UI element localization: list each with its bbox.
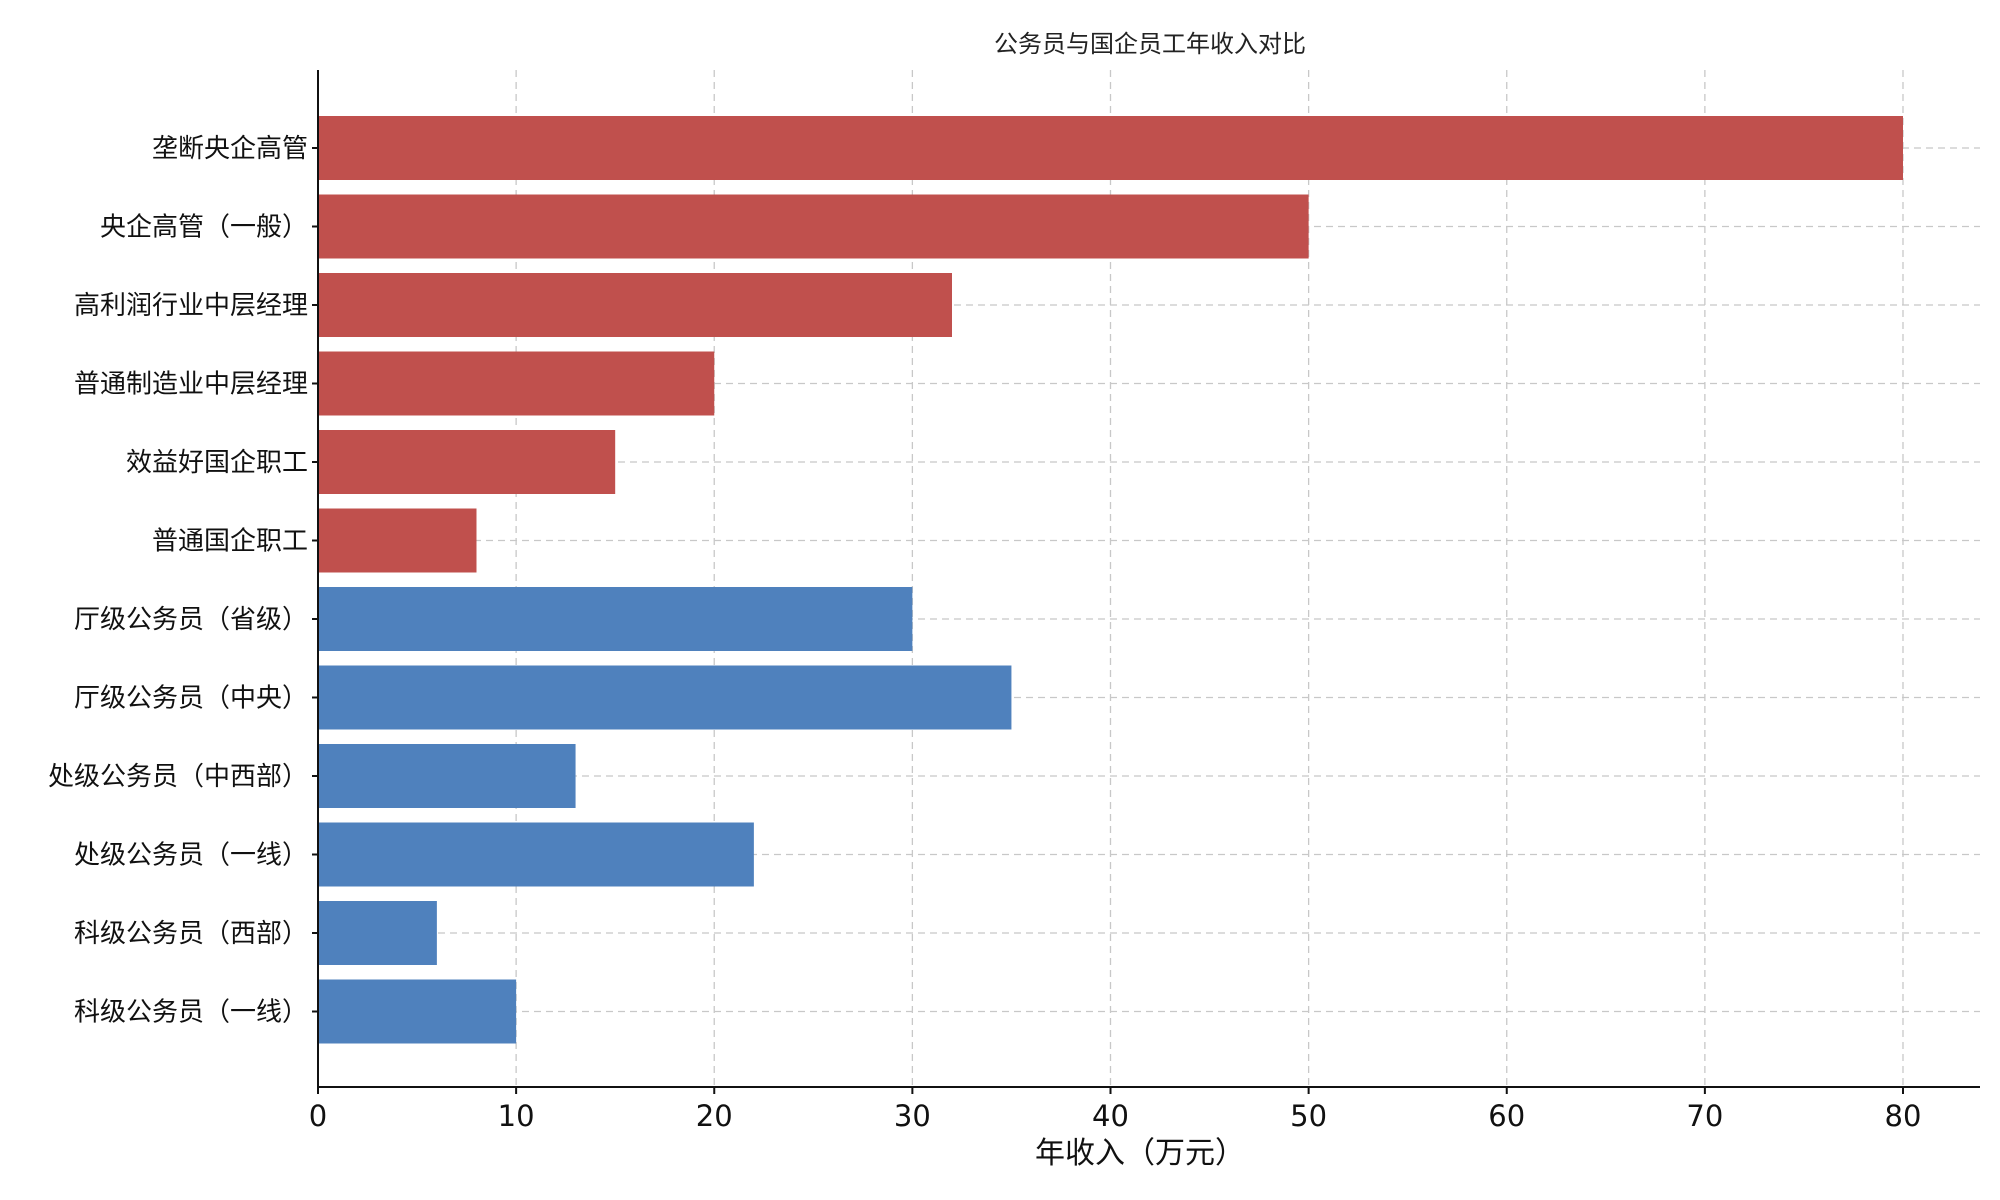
category-label-6: 厅级公务员（省级） [74, 605, 308, 635]
x-axis-label: 年收入（万元） [1035, 1136, 1245, 1171]
x-tick-label-80: 80 [1885, 1099, 1922, 1133]
category-label-9: 处级公务员（一线） [74, 841, 308, 871]
bar-7 [318, 665, 1012, 730]
x-axis-ticks: 0 10 20 30 40 50 60 70 80 [309, 147, 1922, 1133]
category-label-7: 厅级公务员（中央） [74, 684, 308, 714]
bar-4 [318, 430, 616, 494]
chart-title: 公务员与国企员工年收入对比 [994, 30, 1306, 58]
x-tick-label-70: 70 [1686, 1099, 1723, 1133]
bar-8 [318, 744, 576, 808]
x-tick-label-10: 10 [498, 1099, 535, 1133]
category-label-11: 科级公务员（一线） [74, 998, 308, 1028]
category-label-0: 垄断央企高管 [152, 134, 308, 164]
bar-3 [318, 351, 715, 416]
category-label-10: 科级公务员（西部） [74, 919, 308, 949]
bar-2 [318, 273, 952, 337]
bar-1 [318, 194, 1309, 259]
bar-10 [318, 901, 437, 965]
category-label-3: 普通制造业中层经理 [74, 370, 308, 400]
bar-6 [318, 587, 913, 651]
bar-0 [318, 116, 1903, 180]
x-tick-label-40: 40 [1092, 1099, 1129, 1133]
bars [318, 116, 1903, 1044]
x-tick-label-30: 30 [894, 1099, 931, 1133]
category-label-4: 效益好国企职工 [126, 448, 308, 478]
category-label-2: 高利润行业中层经理 [74, 291, 308, 321]
bar-11 [318, 979, 517, 1044]
x-tick-label-20: 20 [696, 1099, 733, 1133]
category-label-1: 央企高管（一般） [100, 213, 308, 243]
bar-5 [318, 508, 477, 573]
bar-9 [318, 822, 754, 887]
x-tick-label-60: 60 [1488, 1099, 1525, 1133]
x-tick-label-50: 50 [1290, 1099, 1327, 1133]
category-label-8: 处级公务员（中西部） [48, 762, 308, 792]
x-tick-label-0: 0 [309, 1099, 327, 1133]
category-label-5: 普通国企职工 [152, 527, 308, 557]
